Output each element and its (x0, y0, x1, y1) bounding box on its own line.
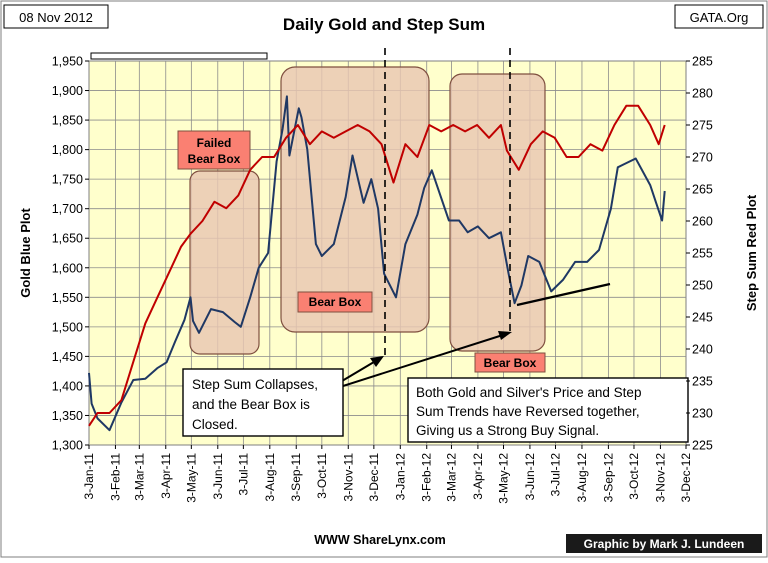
collapse-callout-line2: and the Bear Box is (192, 397, 310, 412)
x-tick-label: 3-Apr-11 (159, 453, 173, 499)
gold-price-line (88, 95, 666, 432)
axes: 1,300 1,350 1,400 1,450 1,500 1,550 1,600 1,650… (52, 55, 713, 504)
y-tick-label-left: 1,850 (52, 114, 83, 128)
x-tick-label: 3-Oct-12 (627, 453, 641, 500)
arrow-head-2 (498, 331, 512, 340)
y-tick-label-right: 280 (692, 87, 713, 101)
x-tick-label: 3-Feb-12 (420, 453, 434, 502)
failed-label-line2: Bear Box (188, 152, 241, 166)
x-tick-label: 3-Nov-11 (341, 453, 355, 502)
y-tick-label-left: 1,950 (52, 55, 83, 69)
collapse-callout-line3: Closed. (192, 417, 238, 432)
y-tick-label-left: 1,400 (52, 379, 83, 393)
arrow-head-1 (370, 356, 384, 367)
x-tick-label: 3-Jun-12 (523, 453, 537, 501)
y-tick-label-right: 250 (692, 279, 713, 293)
scale-bar (90, 52, 268, 60)
y-axis-title-right: Step Sum Red Plot (744, 194, 759, 311)
y-tick-label-left: 1,500 (52, 320, 83, 334)
x-tick-label: 3-Mar-11 (132, 453, 146, 501)
y-tick-label-left: 1,800 (52, 143, 83, 157)
x-tick-label: 3-Dec-11 (367, 453, 381, 502)
date-text: 08 Nov 2012 (19, 10, 93, 25)
x-tick-label: 3-Sep-11 (289, 453, 303, 502)
y-tick-label-right: 260 (692, 215, 713, 229)
y-tick-label-right: 245 (692, 311, 713, 325)
y-tick-label-left: 1,600 (52, 261, 83, 275)
x-tick-label: 3-Aug-12 (575, 453, 589, 503)
x-tick-label: 3-Aug-11 (263, 453, 277, 502)
y-tick-label-right: 240 (692, 343, 713, 357)
y-tick-label-right: 285 (692, 55, 713, 69)
y-tick-label-right: 235 (692, 375, 713, 389)
failed-label-line1: Failed (197, 136, 232, 150)
footer-website: WWW ShareLynx.com (314, 533, 446, 547)
x-tick-label: 3-Jan-12 (393, 453, 407, 501)
reversal-callout-line3: Giving us a Strong Buy Signal. (416, 423, 599, 438)
y-tick-label-right: 275 (692, 119, 713, 133)
arrow-to-dec-marker (341, 358, 380, 382)
y-tick-label-left: 1,900 (52, 84, 83, 98)
x-tick-label: 3-Jul-11 (236, 453, 250, 496)
y-tick-label-left: 1,750 (52, 173, 83, 187)
y-tick-label-left: 1,300 (52, 439, 83, 453)
y-tick-label-left: 1,450 (52, 350, 83, 364)
reversal-callout-line1: Both Gold and Silver's Price and Step (416, 385, 641, 400)
collapse-callout-line1: Step Sum Collapses, (192, 377, 318, 392)
x-tick-label: 3-Sep-12 (601, 453, 615, 503)
x-tick-label: 3-Jun-11 (211, 453, 225, 500)
y-tick-label-left: 1,650 (52, 232, 83, 246)
x-tick-label: 3-Oct-11 (315, 453, 329, 499)
y-tick-label-right: 225 (692, 439, 713, 453)
bear-box-label-1 (297, 291, 373, 313)
x-tick-label: 3-Feb-11 (108, 453, 122, 501)
x-tick-label: 3-Jan-11 (82, 453, 96, 500)
source-text: GATA.Org (690, 10, 749, 25)
x-tick-label: 3-Jul-12 (549, 453, 563, 497)
bear-box-2012 (449, 73, 546, 352)
bear-box-label-2-text: Bear Box (484, 356, 537, 370)
y-tick-label-right: 230 (692, 407, 713, 421)
chart-title: Daily Gold and Step Sum (283, 15, 485, 34)
reversal-callout (407, 377, 689, 443)
footer-credit-bg (566, 534, 762, 553)
x-tick-label: 3-Mar-12 (444, 453, 458, 502)
arrow-to-may-marker (342, 333, 507, 387)
x-tick-label: 3-May-12 (496, 453, 510, 504)
y-tick-label-right: 270 (692, 151, 713, 165)
x-tick-label: 3-May-11 (184, 453, 198, 503)
y-tick-label-left: 1,550 (52, 291, 83, 305)
failed-bear-box (189, 170, 260, 355)
source-box (674, 4, 764, 29)
series-group (88, 95, 666, 432)
y-tick-label-right: 265 (692, 183, 713, 197)
y-tick-label-left: 1,700 (52, 202, 83, 216)
reversal-callout-line2: Sum Trends have Reversed together, (416, 404, 640, 419)
y-tick-label-right: 255 (692, 247, 713, 261)
x-tick-label: 3-Apr-12 (471, 453, 485, 500)
collapse-callout (182, 368, 344, 437)
date-box (3, 4, 109, 29)
bear-box-label-1-text: Bear Box (309, 295, 362, 309)
footer-credit: Graphic by Mark J. Lundeen (584, 537, 745, 551)
support-trendline (516, 282, 611, 307)
x-tick-label: 3-Dec-12 (679, 453, 693, 503)
failed-bear-box-label (177, 130, 251, 170)
bear-box-label-2 (474, 352, 546, 373)
x-tick-label: 3-Nov-12 (653, 453, 667, 503)
step-sum-line (88, 104, 666, 427)
bear-box-2011 (280, 66, 430, 333)
y-tick-label-left: 1,350 (52, 409, 83, 423)
y-axis-title-left: Gold Blue Plot (18, 208, 33, 298)
